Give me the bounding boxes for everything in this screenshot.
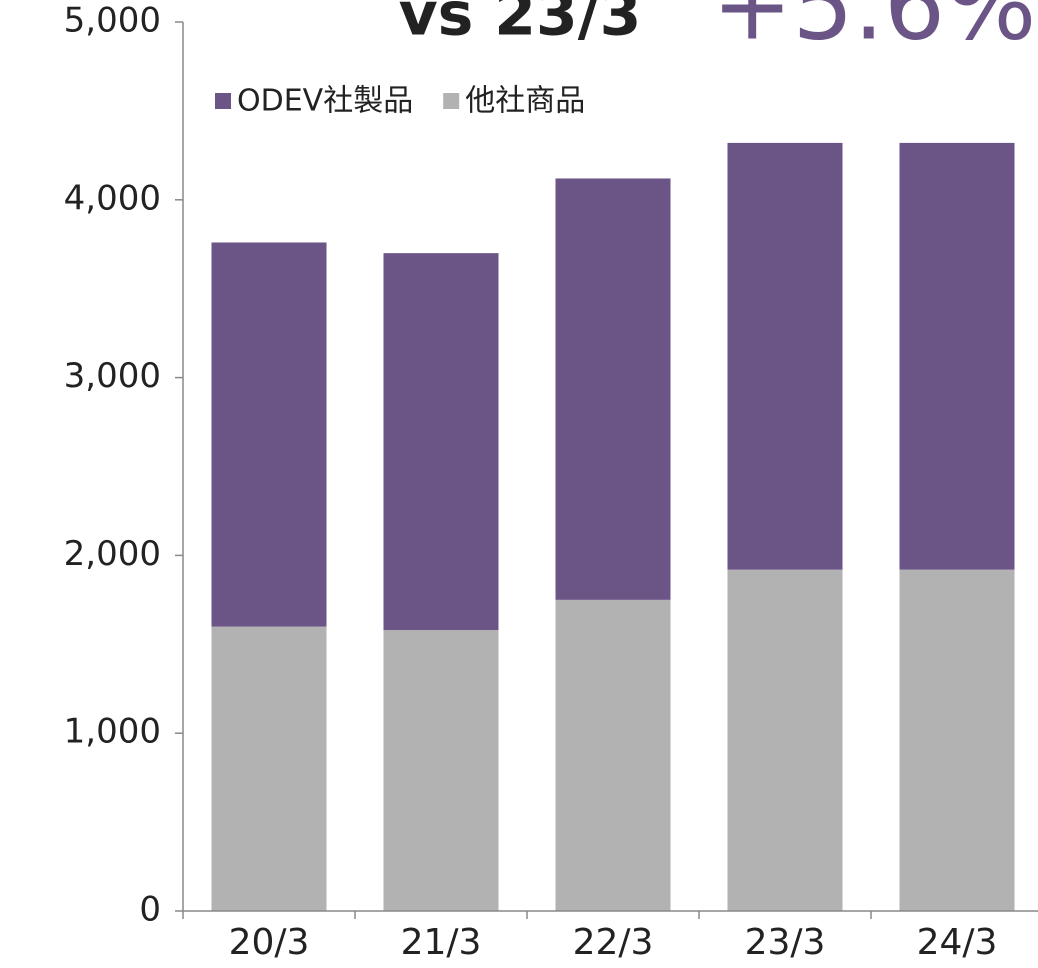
- x-tick-label: 23/3: [745, 922, 826, 963]
- y-tick-label: 3,000: [64, 356, 161, 396]
- legend-label: ODEV社製品: [237, 84, 413, 119]
- bar-segment: [899, 569, 1015, 911]
- bar-segment: [727, 569, 843, 911]
- bar-segment: [211, 242, 327, 627]
- bar-segment: [555, 599, 671, 911]
- x-tick-label: 21/3: [401, 922, 482, 963]
- bar-segment: [211, 626, 327, 911]
- x-tick-label: 24/3: [917, 922, 998, 963]
- bar-segment: [383, 253, 499, 631]
- y-tick-label: 5,000: [64, 1, 161, 41]
- legend-swatch: [443, 93, 460, 109]
- y-tick-label: 2,000: [64, 534, 161, 574]
- annotation: +5.6%: [712, 0, 1036, 61]
- bar-segment: [383, 630, 499, 911]
- y-tick-label: 0: [139, 890, 161, 930]
- bar-segment: [555, 178, 671, 600]
- legend-label: 他社商品: [465, 84, 585, 119]
- x-tick-label: 20/3: [229, 922, 310, 963]
- x-tick-label: 22/3: [573, 922, 654, 963]
- bar-segment: [727, 142, 843, 570]
- chart-title: vs 23/3: [399, 0, 642, 50]
- y-tick-label: 1,000: [64, 712, 161, 752]
- y-tick-label: 4,000: [64, 178, 161, 218]
- bar-segment: [899, 142, 1015, 570]
- legend-swatch: [215, 93, 231, 109]
